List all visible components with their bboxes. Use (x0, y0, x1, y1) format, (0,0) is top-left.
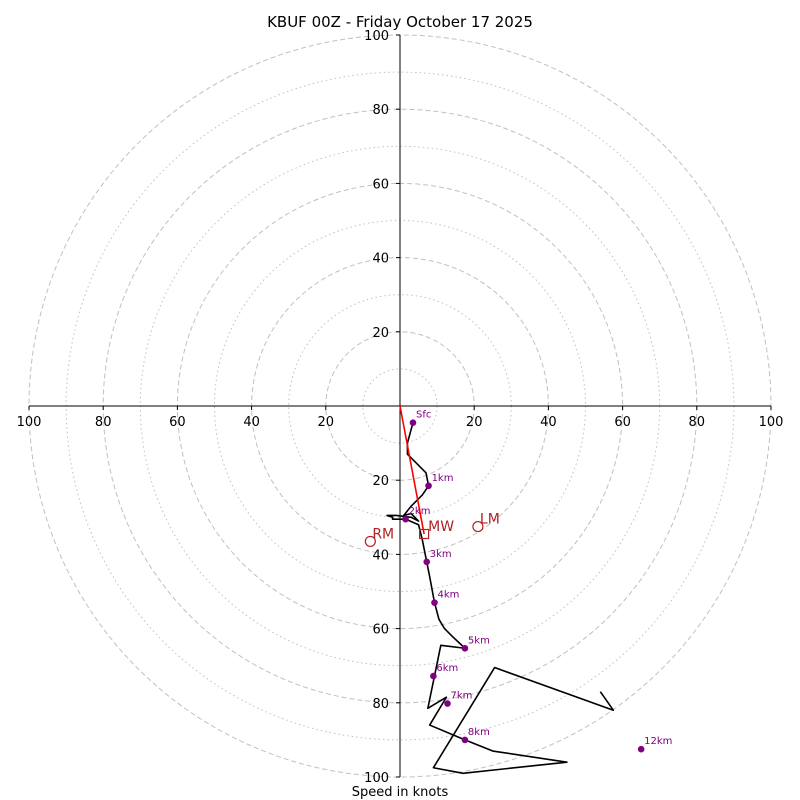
x-tick-label: 100 (759, 415, 784, 430)
height-marker-8km (461, 736, 469, 744)
height-label-12km: 12km (644, 736, 672, 747)
height-marker-12km (637, 745, 645, 753)
y-tick-label: 20 (372, 326, 389, 341)
height-label-3km: 3km (430, 549, 452, 560)
height-label-5km: 5km (468, 635, 490, 646)
y-tick-label: 80 (372, 697, 389, 712)
hodograph-series: Sfc 1km 2km 3km 4km 5km 6km 7km 8km 12km (386, 405, 672, 775)
height-label-1km: 1km (432, 473, 454, 484)
height-marker-7km (444, 700, 451, 707)
x-tick-label: 40 (243, 415, 260, 430)
storm-motion-markers: RM MW LM (364, 512, 500, 548)
marker-MW (419, 528, 430, 540)
y-tick-label: 60 (372, 177, 389, 192)
x-tick-label: 80 (689, 415, 706, 430)
height-marker-Sfc (409, 419, 417, 426)
y-tick-label: 100 (364, 29, 389, 44)
label-MW: MW (428, 519, 454, 535)
marker-LM (472, 520, 484, 533)
height-label-4km: 4km (438, 590, 460, 601)
height-label-2km: 2km (409, 506, 431, 517)
x-tick-label: 20 (466, 415, 483, 430)
y-tick-label: 60 (372, 623, 389, 638)
height-marker-2km (402, 515, 409, 523)
x-tick-label: 60 (169, 415, 186, 430)
shear-vector (399, 405, 425, 535)
y-tick-label: 40 (372, 548, 389, 563)
x-tick-label: 100 (17, 415, 42, 430)
x-tick-label: 40 (540, 415, 557, 430)
x-axis-label: Speed in knots (352, 785, 449, 800)
y-tick-label: 20 (372, 474, 389, 489)
height-label-6km: 6km (436, 663, 458, 674)
y-tick-label: 100 (364, 771, 389, 786)
height-marker-1km (425, 482, 432, 490)
height-label-7km: 7km (450, 691, 472, 702)
marker-RM (364, 535, 376, 548)
height-marker-6km (430, 672, 437, 680)
y-tick-label: 40 (372, 252, 389, 267)
x-tick-label: 20 (318, 415, 335, 430)
chart-title: KBUF 00Z - Friday October 17 2025 (267, 13, 533, 31)
height-label-Sfc: Sfc (416, 410, 431, 421)
hodograph-trace (386, 422, 615, 775)
x-tick-label: 60 (614, 415, 631, 430)
label-RM: RM (372, 526, 394, 542)
height-label-8km: 8km (468, 727, 490, 738)
label-LM: LM (480, 512, 500, 528)
tick-labels: 100 80 60 40 20 20 40 60 80 100 20 40 60 80 100 20 40 60 8… (17, 29, 784, 786)
y-tick-label: 80 (372, 103, 389, 118)
height-marker-3km (423, 558, 431, 566)
height-marker-4km (431, 599, 438, 606)
height-marker-5km (461, 644, 469, 652)
x-tick-label: 80 (95, 415, 112, 430)
